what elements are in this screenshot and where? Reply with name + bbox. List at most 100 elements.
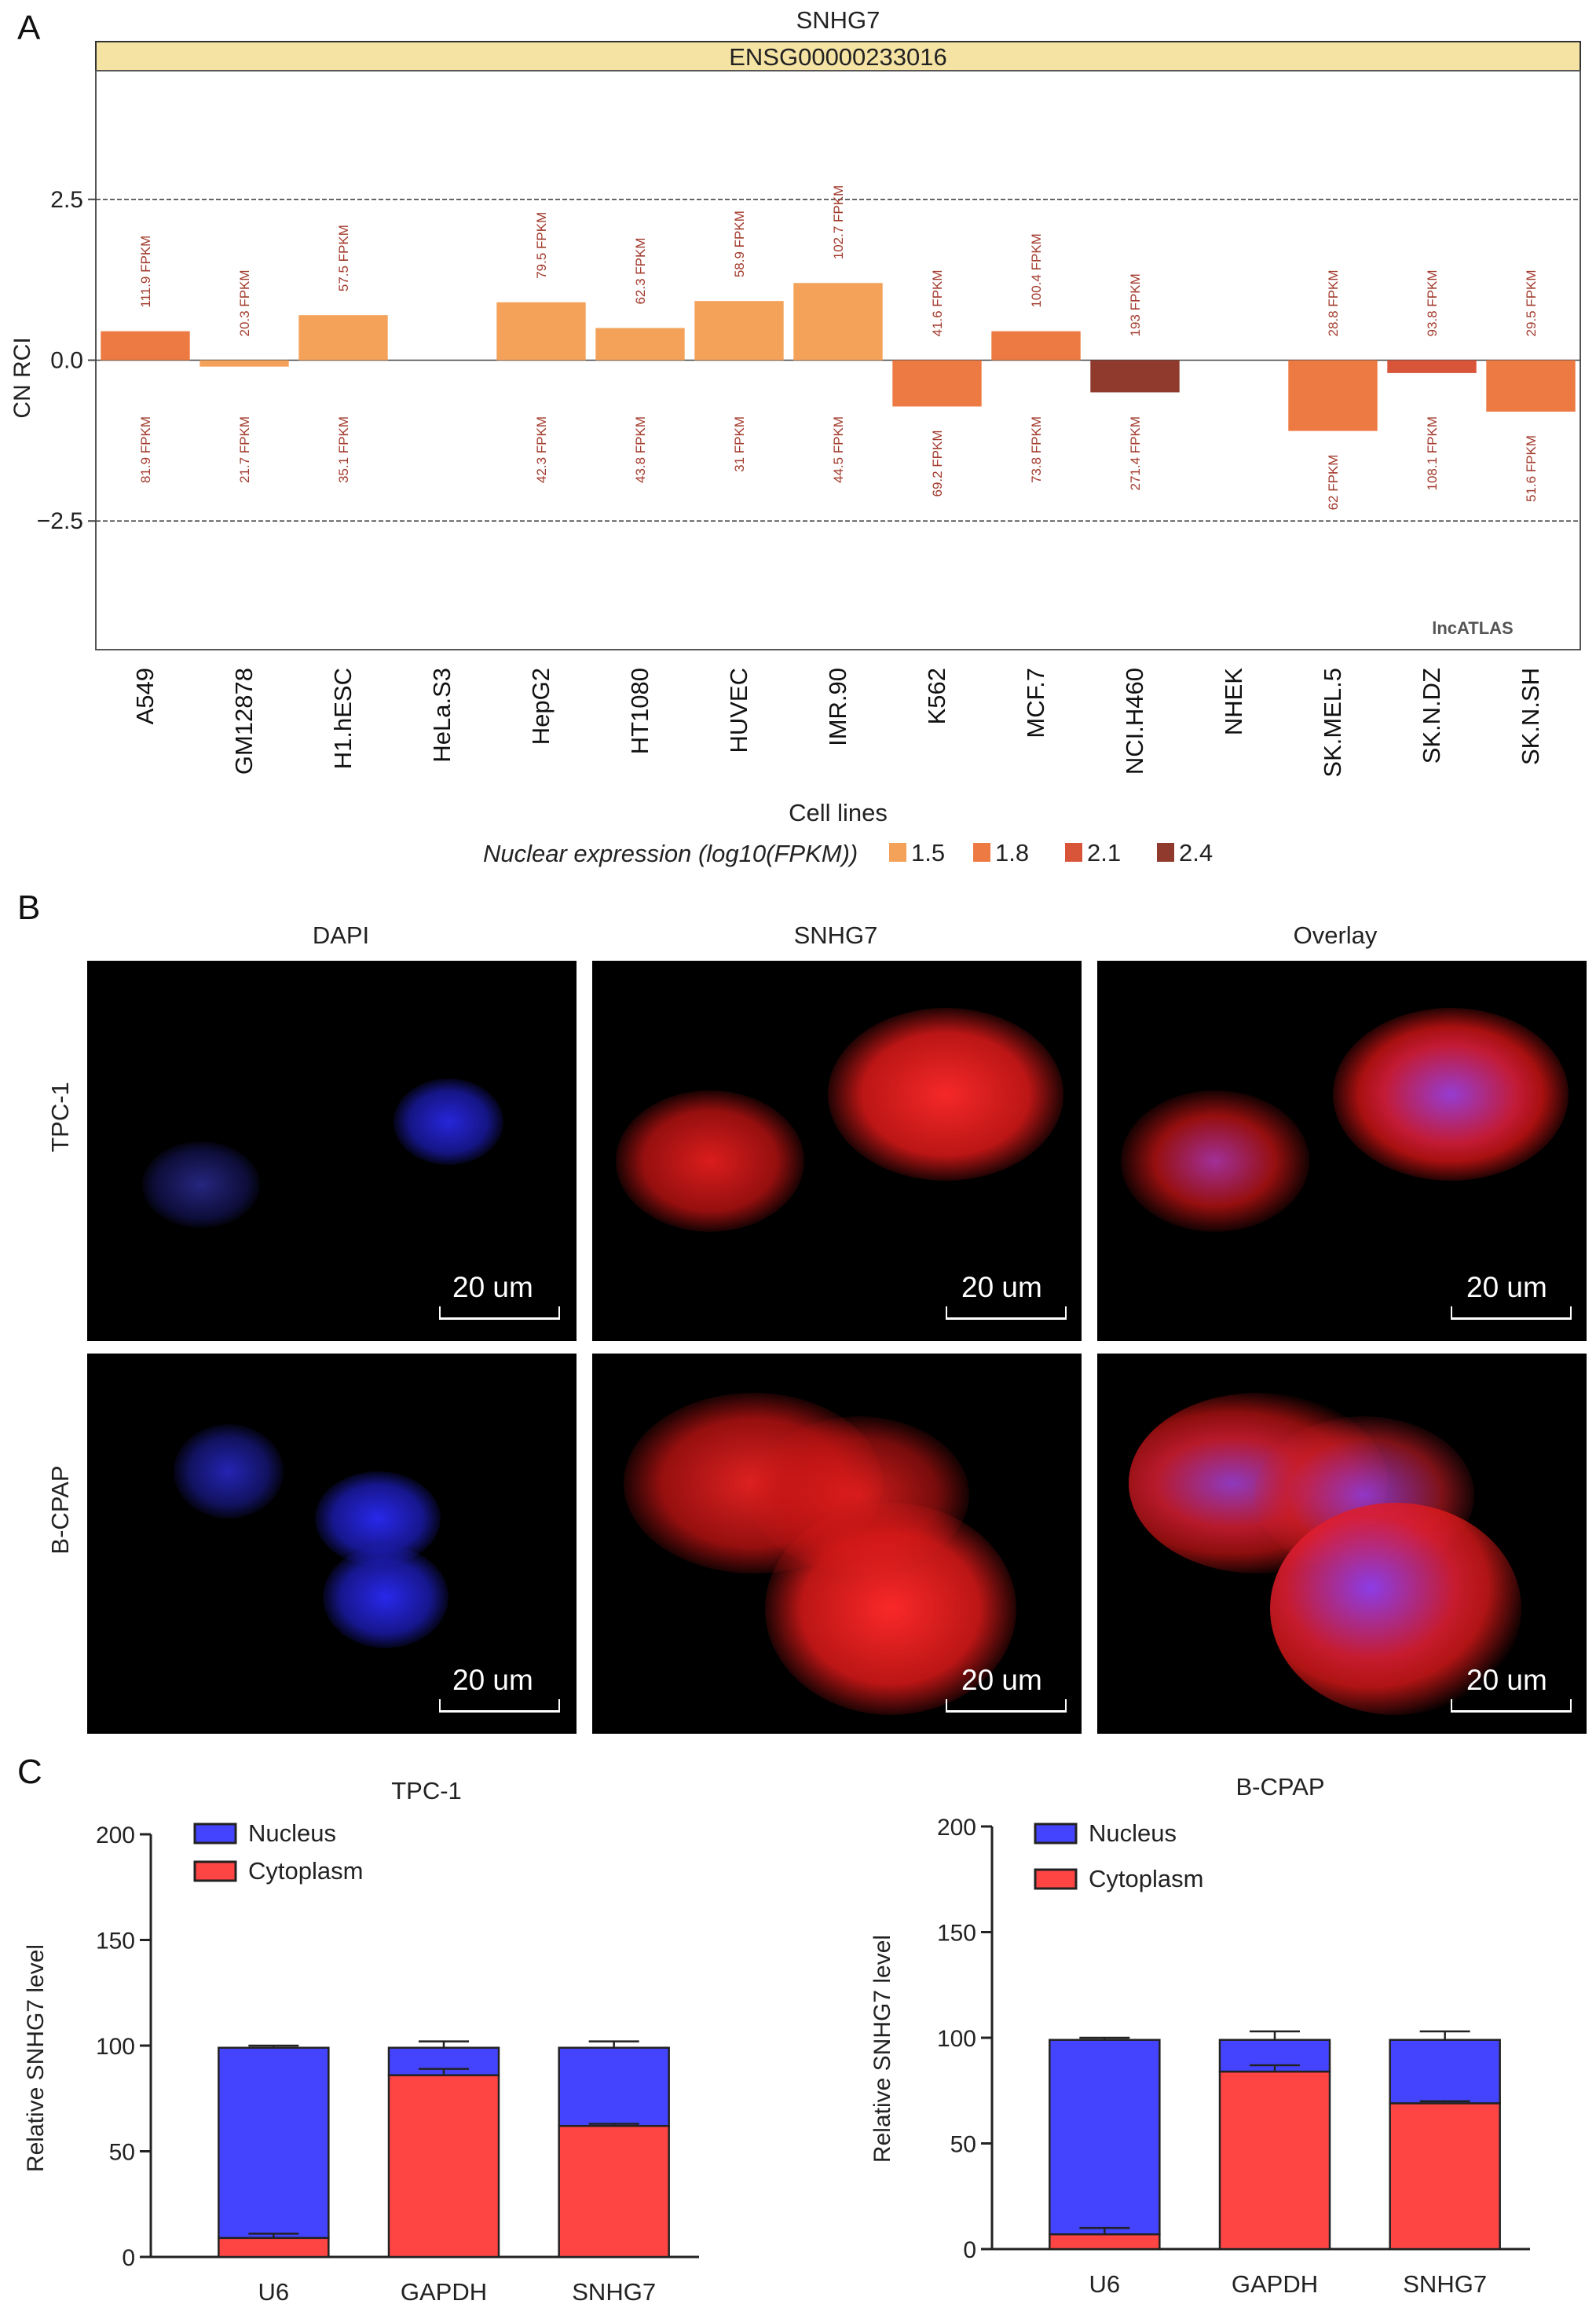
nucleus-blob xyxy=(142,1141,260,1228)
chart-c-bar-nucleus xyxy=(558,2046,670,2127)
chart-a-cytoplasm-label: 111.9 FPKM xyxy=(138,236,153,308)
chart-c-bar-cytoplasm xyxy=(1389,2102,1501,2251)
chart-a-cytoplasm-label: 93.8 FPKM xyxy=(1425,269,1440,336)
chart-c2-ylabel: Relative SNHG7 level xyxy=(869,1935,895,2163)
chart-c-ytick-label: 100 xyxy=(937,2026,976,2052)
micro-tpc1-snhg7: 20 um xyxy=(592,961,1082,1341)
chart-c-bar-cytoplasm xyxy=(218,2237,330,2259)
cell-blob xyxy=(1333,1008,1569,1181)
chart-a-nucleus-label: 73.8 FPKM xyxy=(1029,416,1044,483)
chart-a-nucleus-label: 21.7 FPKM xyxy=(237,416,252,483)
scale-bar xyxy=(946,1699,1067,1713)
chart-a-bar xyxy=(892,360,982,407)
chart-a-category-label: IMR.90 xyxy=(824,668,851,746)
chart-a-category-label: HepG2 xyxy=(527,668,555,745)
scale-bar-label: 20 um xyxy=(961,1664,1042,1696)
chart-c-ytick-label: 150 xyxy=(937,1921,976,1947)
chart-a-legend-label: 2.4 xyxy=(1179,839,1213,866)
chart-c1-title: TPC-1 xyxy=(391,1777,462,1804)
chart-c-ytick-label: 0 xyxy=(963,2237,976,2263)
chart-a-category-label: HUVEC xyxy=(725,668,752,753)
chart-a-nucleus-label: 51.6 FPKM xyxy=(1524,435,1539,502)
chart-a-legend-swatch xyxy=(973,843,990,862)
chart-a-bar xyxy=(1387,360,1477,373)
scale-bar xyxy=(1451,1699,1572,1713)
cytoplasm-blob xyxy=(828,1008,1063,1181)
chart-a-bar xyxy=(1486,360,1576,412)
micro-bcpap-snhg7: 20 um xyxy=(592,1354,1082,1734)
chart-a-cytoplasm-label: 57.5 FPKM xyxy=(336,225,351,291)
chart-a-lncatlas: SNHG7 ENSG00000233016 CN RCI Cell lines … xyxy=(9,6,1581,867)
chart-c-category-label: GAPDH xyxy=(401,2278,487,2306)
cell-blob xyxy=(1270,1503,1521,1715)
chart-a-gene-id: ENSG00000233016 xyxy=(729,43,947,71)
micro-bcpap-dapi: 20 um xyxy=(87,1354,577,1734)
chart-a-nucleus-label: 81.9 FPKM xyxy=(138,416,153,483)
col-head-snhg7: SNHG7 xyxy=(793,921,878,949)
micro-bcpap-overlay: 20 um xyxy=(1097,1354,1587,1734)
chart-a-ylabel: CN RCI xyxy=(9,337,35,418)
chart-a-nucleus-label: 44.5 FPKM xyxy=(831,416,846,483)
chart-a-legend-label: 1.5 xyxy=(911,839,945,866)
col-head-overlay: Overlay xyxy=(1293,921,1378,949)
row-head-bcpap: B-CPAP xyxy=(46,1465,74,1555)
nucleus-blob xyxy=(174,1424,284,1519)
chart-c-ytick-label: 50 xyxy=(109,2140,135,2166)
chart-a-cytoplasm-label: 193 FPKM xyxy=(1128,273,1143,336)
chart-a-watermark: lncATLAS xyxy=(1432,618,1513,638)
micro-tpc1-dapi: 20 um xyxy=(87,961,577,1341)
chart-a-cytoplasm-label: 29.5 FPKM xyxy=(1524,269,1539,336)
chart-c-category-label: U6 xyxy=(258,2278,290,2306)
chart-c-ytick-label: 200 xyxy=(937,1815,976,1841)
scale-bar xyxy=(1451,1306,1572,1320)
chart-a-bar xyxy=(200,360,289,367)
chart-c-bar-cytoplasm xyxy=(558,2124,670,2259)
chart-a-bar xyxy=(298,315,388,361)
chart-a-legend-label: 2.1 xyxy=(1087,839,1121,866)
chart-a-nucleus-label: 271.4 FPKM xyxy=(1128,416,1143,491)
chart-c-bar-nucleus xyxy=(1049,2039,1161,2236)
chart-c-legend-label: Cytoplasm xyxy=(248,1857,363,1885)
chart-a-legend-swatch xyxy=(1065,843,1082,862)
chart-c-ytick-label: 200 xyxy=(96,1823,135,1848)
panel-letter-c: C xyxy=(17,1753,42,1791)
chart-a-ytick-label: 0.0 xyxy=(50,348,83,374)
scale-bar-label: 20 um xyxy=(452,1664,533,1696)
nucleus-blob xyxy=(323,1546,448,1648)
chart-c-legend-swatch xyxy=(193,1823,237,1845)
chart-a-cytoplasm-label: 58.9 FPKM xyxy=(732,211,747,277)
cytoplasm-blob xyxy=(616,1090,804,1232)
cell-blob xyxy=(1121,1090,1309,1232)
scale-bar xyxy=(439,1699,560,1713)
chart-c-legend-label: Nucleus xyxy=(1089,1819,1177,1847)
chart-a-category-label: NHEK xyxy=(1220,668,1247,735)
chart-c-category-label: SNHG7 xyxy=(572,2278,656,2306)
panel-letter-b: B xyxy=(17,888,40,927)
chart-a-ytick-label: −2.5 xyxy=(37,508,83,534)
chart-a-cytoplasm-label: 62.3 FPKM xyxy=(633,238,648,305)
chart-c-bar-cytoplasm xyxy=(1049,2233,1161,2251)
nucleus-blob xyxy=(394,1079,503,1165)
chart-c-category-label: U6 xyxy=(1089,2270,1121,2298)
chart-a-bar xyxy=(496,302,586,361)
chart-a-cytoplasm-label: 102.7 FPKM xyxy=(831,185,846,260)
chart-a-legend-label: 1.8 xyxy=(995,839,1029,866)
chart-a-category-label: HeLa.S3 xyxy=(428,668,456,763)
chart-a-bar xyxy=(1288,360,1378,431)
col-head-dapi: DAPI xyxy=(312,921,370,949)
chart-a-category-label: SK.N.SH xyxy=(1517,668,1544,765)
chart-a-bar xyxy=(101,331,190,361)
chart-c-bar-nucleus xyxy=(1389,2039,1501,2105)
chart-a-legend-swatch xyxy=(889,843,906,862)
chart-a-category-label: SK.N.DZ xyxy=(1418,668,1445,764)
chart-a-ytick-label: 2.5 xyxy=(50,187,83,213)
micro-tpc1-overlay: 20 um xyxy=(1097,961,1587,1341)
chart-c-category-label: GAPDH xyxy=(1232,2270,1318,2298)
chart-c-legend-swatch xyxy=(1034,1868,1078,1890)
chart-a-bar xyxy=(1090,360,1180,393)
chart-a-category-label: HT1080 xyxy=(626,668,653,754)
chart-a-nucleus-label: 69.2 FPKM xyxy=(930,430,945,496)
chart-a-cytoplasm-label: 100.4 FPKM xyxy=(1029,233,1044,308)
chart-c-legend-swatch xyxy=(193,1860,237,1882)
